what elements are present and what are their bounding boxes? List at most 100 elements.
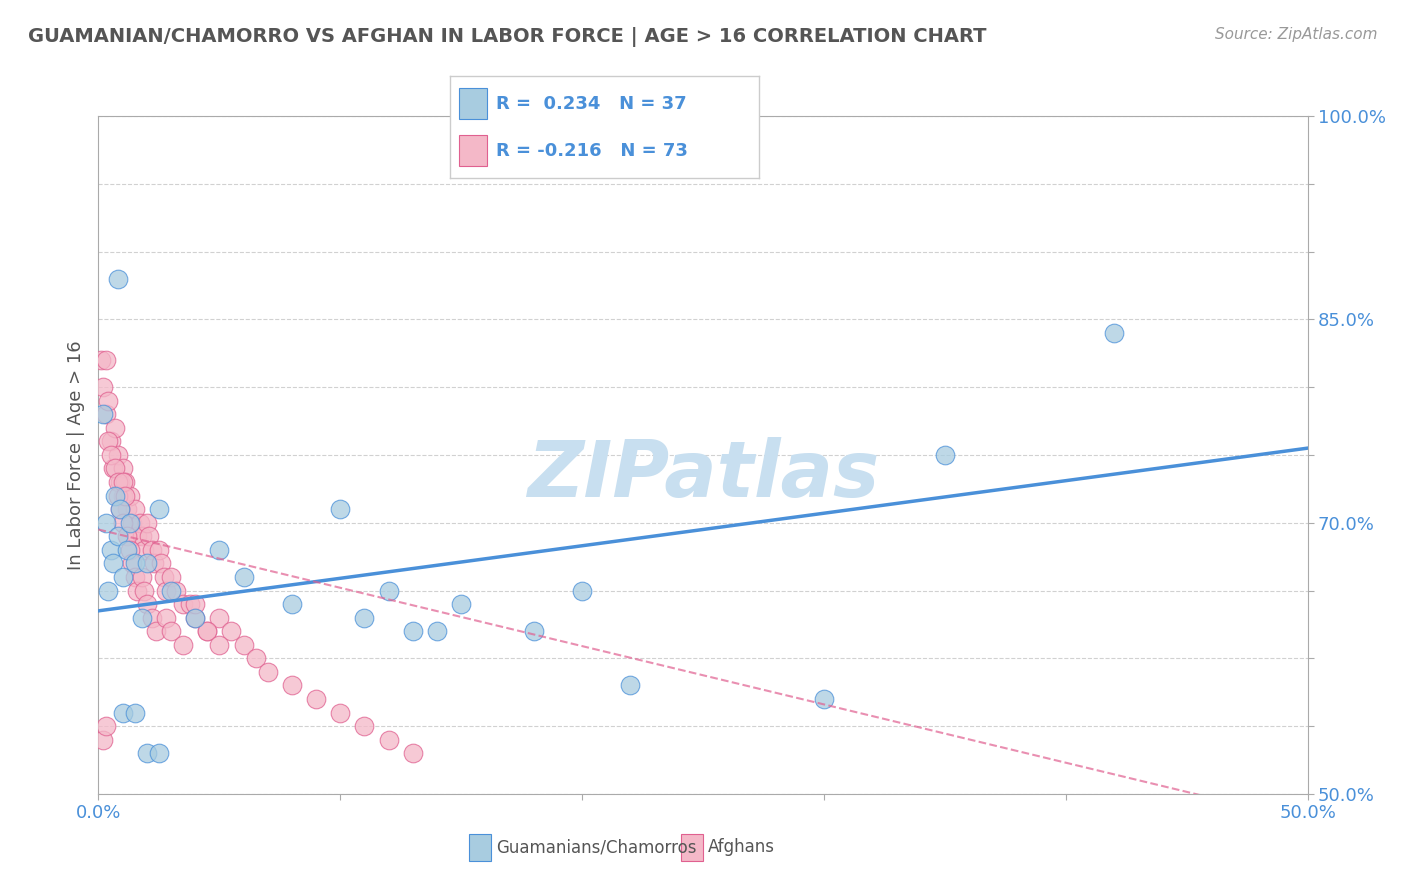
Point (221, 624, 243, 639)
Point (124, 570, 146, 584)
Point (160, 570, 183, 584)
Point (131, 529, 153, 543)
Point (184, 610, 207, 624)
Point (127, 529, 149, 543)
Point (104, 489, 127, 503)
Point (450, 597, 472, 611)
Point (108, 502, 131, 516)
Point (108, 475, 131, 489)
Point (245, 651, 267, 665)
Point (90, 353, 112, 368)
Bar (681, 834, 703, 861)
Bar (470, 834, 491, 861)
Point (135, 557, 157, 571)
Point (208, 638, 231, 652)
Point (111, 461, 134, 475)
Point (97, 434, 120, 449)
Point (114, 475, 136, 489)
Point (281, 678, 304, 692)
Point (172, 638, 194, 652)
Point (104, 421, 127, 435)
Point (208, 610, 231, 624)
Point (402, 624, 425, 639)
Point (179, 597, 201, 611)
Point (619, 678, 641, 692)
Point (208, 542, 231, 557)
Text: GUAMANIAN/CHAMORRO VS AFGHAN IN LABOR FORCE | AGE > 16 CORRELATION CHART: GUAMANIAN/CHAMORRO VS AFGHAN IN LABOR FO… (28, 27, 987, 46)
Point (152, 570, 174, 584)
Text: Source: ZipAtlas.com: Source: ZipAtlas.com (1215, 27, 1378, 42)
Point (94, 719, 117, 733)
Point (195, 624, 218, 639)
Point (118, 516, 141, 530)
Point (141, 610, 163, 624)
Point (124, 502, 146, 516)
Point (124, 557, 146, 571)
Point (107, 448, 129, 462)
Point (117, 502, 139, 516)
Point (256, 665, 278, 679)
Point (305, 692, 328, 706)
Point (100, 542, 122, 557)
Point (195, 624, 218, 639)
Point (107, 271, 129, 285)
Point (184, 597, 207, 611)
Point (100, 434, 122, 449)
Point (402, 746, 425, 760)
Text: R = -0.216   N = 73: R = -0.216 N = 73 (496, 142, 688, 160)
Point (91, 732, 114, 747)
Point (232, 570, 254, 584)
Point (150, 557, 173, 571)
Point (111, 706, 134, 720)
Point (104, 461, 127, 475)
Point (141, 542, 163, 557)
Point (523, 624, 546, 639)
Point (128, 516, 150, 530)
Point (111, 475, 134, 489)
Point (377, 583, 399, 598)
Point (145, 624, 167, 639)
Point (329, 502, 352, 516)
Point (107, 489, 129, 503)
Point (232, 638, 254, 652)
Point (160, 583, 183, 598)
Text: ZIPatlas: ZIPatlas (527, 437, 879, 513)
Point (108, 502, 131, 516)
Point (134, 583, 156, 598)
Point (111, 516, 134, 530)
Point (91, 380, 114, 394)
Point (135, 516, 157, 530)
Text: R =  0.234   N = 37: R = 0.234 N = 37 (496, 95, 688, 112)
Point (91, 407, 114, 421)
Point (148, 746, 170, 760)
Point (111, 489, 134, 503)
Point (118, 542, 141, 557)
Point (121, 557, 143, 571)
Point (377, 732, 399, 747)
Point (97, 583, 120, 598)
Point (94, 407, 117, 421)
Point (131, 570, 153, 584)
Point (131, 610, 153, 624)
Point (101, 461, 124, 475)
Point (124, 706, 146, 720)
Point (148, 542, 170, 557)
Point (571, 583, 593, 598)
Point (127, 583, 149, 598)
Point (117, 542, 139, 557)
Point (165, 583, 187, 598)
Point (107, 475, 129, 489)
Point (111, 570, 134, 584)
Point (138, 529, 160, 543)
Point (135, 597, 157, 611)
Point (1102, 326, 1125, 340)
Y-axis label: In Labor Force | Age > 16: In Labor Force | Age > 16 (66, 340, 84, 570)
Point (118, 489, 141, 503)
Bar (460, 136, 486, 166)
Point (160, 624, 183, 639)
Point (426, 624, 449, 639)
Point (353, 610, 375, 624)
Point (148, 502, 170, 516)
Bar (460, 88, 486, 119)
Point (143, 557, 166, 571)
